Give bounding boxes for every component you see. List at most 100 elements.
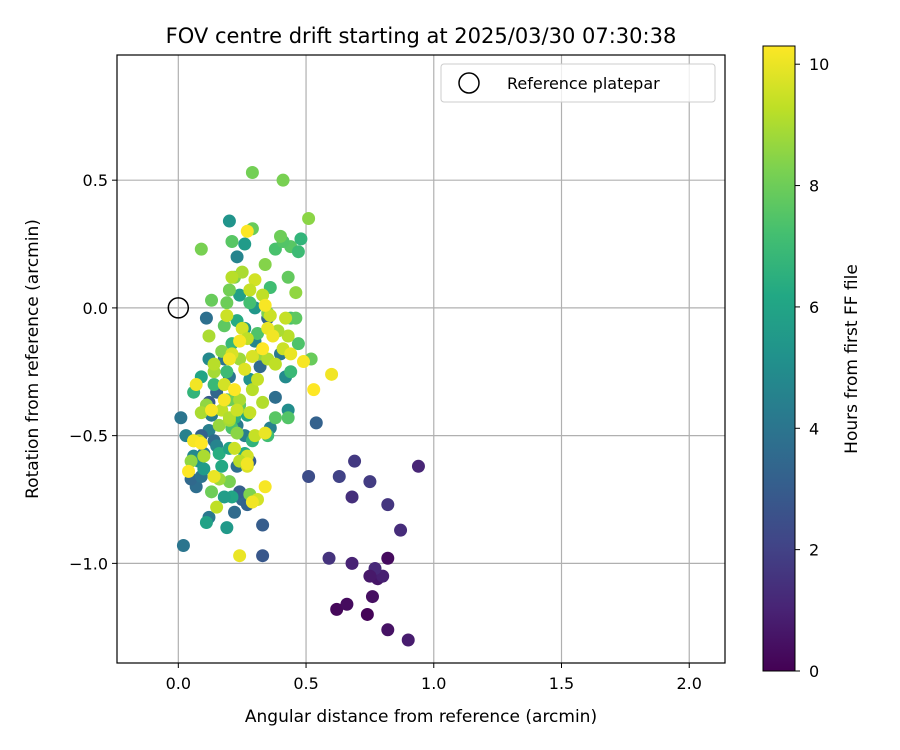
data-point: [189, 378, 203, 392]
data-point: [176, 538, 190, 552]
y-tick-label: −1.0: [69, 554, 108, 573]
data-point: [411, 459, 425, 473]
data-point: [235, 265, 249, 279]
plot-frame: [116, 54, 726, 664]
legend-entry-reference-platepar: Reference platepar: [507, 74, 660, 93]
y-axis-ticks: −1.0 −0.5 0.0 0.5: [69, 171, 117, 573]
data-point: [330, 602, 344, 616]
data-point: [199, 311, 213, 325]
data-point: [207, 470, 221, 484]
x-tick-label: 0.0: [166, 674, 191, 693]
data-point: [256, 395, 270, 409]
data-point: [184, 454, 198, 468]
x-axis-label: Angular distance from reference (arcmin): [245, 707, 597, 727]
data-point: [230, 403, 244, 417]
data-point: [217, 378, 231, 392]
data-point: [268, 390, 282, 404]
data-point: [245, 349, 259, 363]
data-point: [174, 411, 188, 425]
colorbar-tick-label: 10: [809, 55, 829, 74]
data-point: [256, 288, 270, 302]
data-point: [309, 416, 323, 430]
data-point: [245, 383, 259, 397]
data-point: [205, 485, 219, 499]
data-point: [268, 357, 282, 371]
data-point: [258, 298, 272, 312]
x-tick-label: 0.5: [293, 674, 318, 693]
colorbar-label: Hours from first FF file: [842, 264, 862, 454]
data-point: [296, 355, 310, 369]
data-point: [258, 426, 272, 440]
data-point: [225, 234, 239, 248]
data-point: [307, 383, 321, 397]
colorbar-tick-label: 2: [809, 541, 819, 560]
data-point: [258, 257, 272, 271]
data-point: [243, 283, 257, 297]
data-point: [235, 321, 249, 335]
colorbar-tick-label: 6: [809, 298, 819, 317]
data-point: [325, 367, 339, 381]
data-point: [348, 454, 362, 468]
data-point: [210, 500, 224, 514]
data-point: [360, 607, 374, 621]
x-tick-label: 1.0: [421, 674, 446, 693]
legend-box: [440, 63, 716, 103]
data-point: [291, 245, 305, 259]
data-point: [217, 393, 231, 407]
colorbar-ticks: 0 2 4 6 8 10: [795, 55, 829, 681]
data-point: [245, 166, 259, 180]
data-point: [217, 490, 231, 504]
legend: Reference platepar: [440, 63, 716, 103]
data-point: [340, 597, 354, 611]
data-point: [332, 470, 346, 484]
colorbar: 0 2 4 6 8 10 Hours from first FF file: [762, 45, 862, 681]
legend-marker: [458, 72, 480, 94]
colorbar-tick-label: 0: [809, 662, 819, 681]
data-point: [194, 436, 208, 450]
data-point: [243, 296, 257, 310]
data-point: [251, 326, 265, 340]
data-point: [345, 490, 359, 504]
data-point: [199, 515, 213, 529]
data-point: [207, 378, 221, 392]
x-axis-ticks: 0.0 0.5 1.0 1.5 2.0: [166, 663, 702, 693]
data-point: [230, 250, 244, 264]
data-point: [365, 590, 379, 604]
data-point: [289, 286, 303, 300]
data-point: [245, 495, 259, 509]
reference-platepar-marker: [167, 297, 190, 319]
data-point: [240, 224, 254, 238]
data-points: [174, 166, 425, 647]
data-point: [220, 296, 234, 310]
data-point: [302, 470, 316, 484]
data-point: [281, 329, 295, 343]
data-point: [251, 372, 265, 386]
y-tick-label: 0.0: [83, 299, 108, 318]
data-point: [276, 173, 290, 187]
data-point: [212, 447, 226, 461]
data-point: [345, 556, 359, 570]
data-point: [381, 551, 395, 565]
chart-title: FOV centre drift starting at 2025/03/30 …: [166, 24, 677, 48]
data-point: [281, 270, 295, 284]
data-point: [258, 480, 272, 494]
data-point: [220, 521, 234, 535]
colorbar-gradient: [762, 45, 796, 672]
x-tick-label: 2.0: [677, 674, 702, 693]
x-tick-label: 1.5: [549, 674, 574, 693]
data-point: [197, 449, 211, 463]
y-axis-label: Rotation from reference (arcmin): [23, 219, 43, 499]
data-point: [182, 464, 196, 478]
data-point: [302, 211, 316, 225]
data-point: [228, 505, 242, 519]
data-point: [220, 309, 234, 323]
data-point: [230, 426, 244, 440]
colorbar-tick-label: 4: [809, 419, 819, 438]
data-point: [248, 273, 262, 287]
data-point: [401, 633, 415, 647]
data-point: [243, 406, 257, 420]
data-point: [294, 232, 308, 246]
data-point: [222, 475, 236, 489]
data-point: [222, 352, 236, 366]
